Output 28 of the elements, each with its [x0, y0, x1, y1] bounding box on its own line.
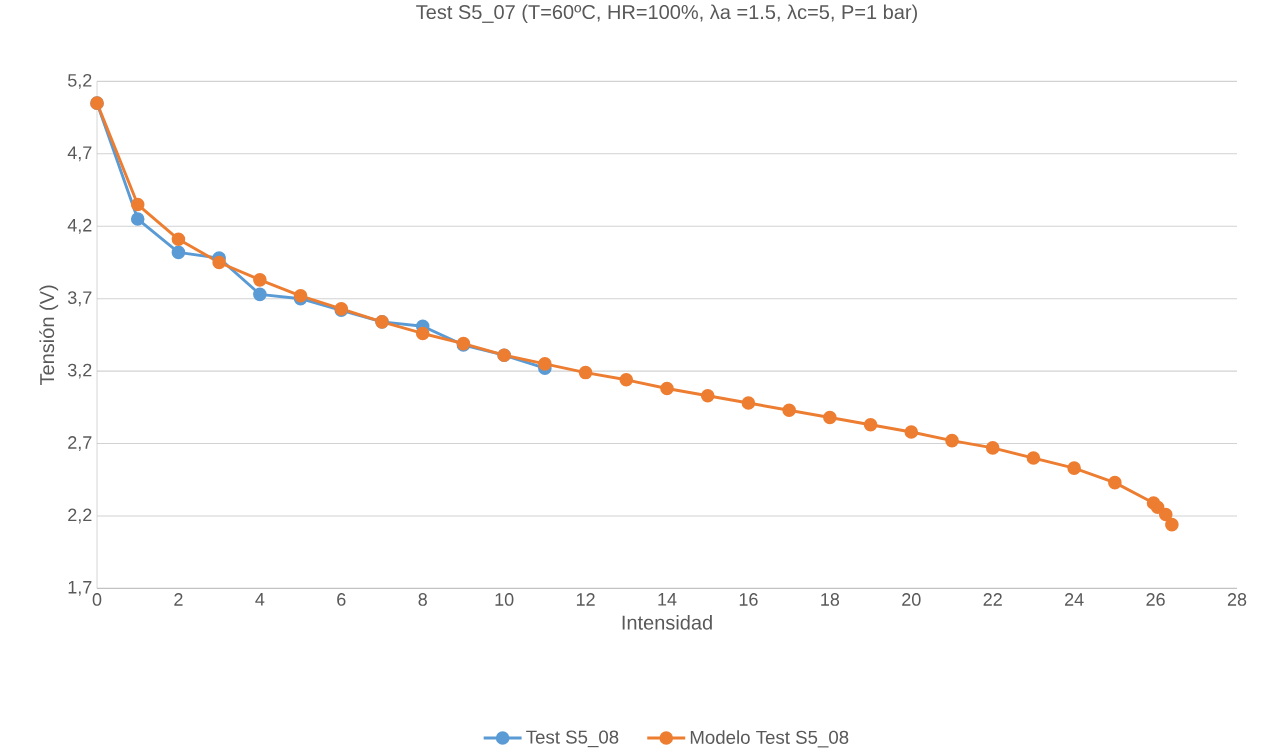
y-tick-label: 2,2	[68, 508, 92, 524]
x-tick-label: 2	[174, 592, 183, 606]
y-axis-title: Tensión (V)	[39, 285, 59, 385]
x-tick-label: 28	[1227, 592, 1247, 606]
y-tick-label: 4,2	[67, 218, 92, 234]
y-tick-label: 4,7	[67, 146, 92, 161]
x-tick-label: 8	[418, 592, 427, 606]
legend-label: Test S5_08	[526, 730, 619, 747]
y-tick-label: 3,7	[67, 291, 92, 306]
x-tick-label: 10	[495, 592, 514, 606]
x-tick-label: 26	[1146, 592, 1165, 606]
x-tick-label: 20	[902, 592, 921, 606]
x-tick-label: 6	[337, 592, 346, 606]
x-axis-title: Intensidad	[622, 614, 712, 630]
x-tick-label: 22	[983, 592, 1002, 606]
x-tick-label: 14	[658, 592, 677, 606]
x-tick-label: 18	[821, 592, 840, 606]
y-tick-label: 5,2	[67, 73, 92, 89]
y-tick-label: 1,7	[68, 580, 92, 596]
y-tick-label: 2,7	[68, 435, 92, 451]
x-tick-label: 0	[92, 592, 102, 606]
y-tick-label: 3,2	[67, 363, 92, 379]
x-tick-label: 16	[739, 592, 758, 606]
legend-label: Modelo Test S5_08	[690, 730, 849, 748]
x-tick-label: 12	[576, 592, 595, 606]
x-tick-label: 24	[1065, 592, 1084, 606]
x-tick-label: 4	[255, 592, 265, 606]
chart-title: Test S5_07 (T=60ºC, HR=100%, λa =1.5, λc=5, P=1 bar)	[416, 4, 917, 23]
